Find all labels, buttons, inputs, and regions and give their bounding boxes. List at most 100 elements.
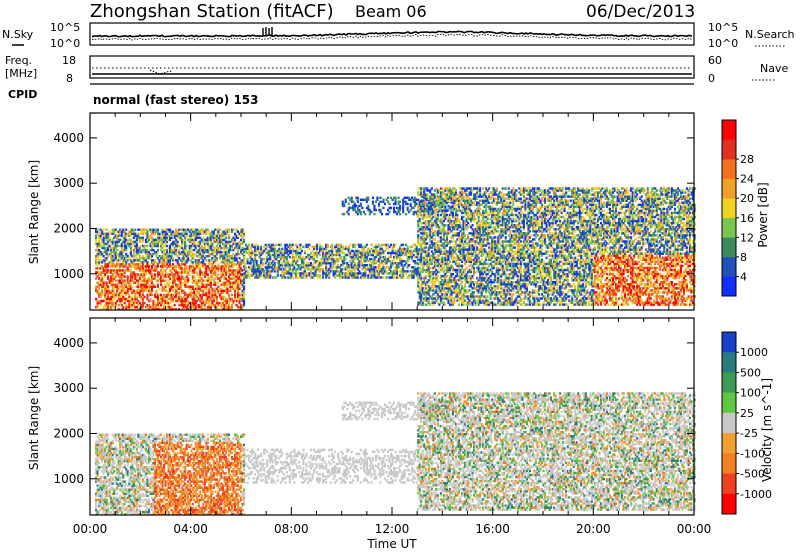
heatmap-cell (406, 245, 409, 249)
heatmap-cell (164, 252, 167, 256)
heatmap-cell (160, 261, 163, 264)
heatmap-cell (331, 249, 334, 253)
heatmap-cell (287, 260, 290, 263)
heatmap-cell (243, 255, 246, 259)
heatmap-cell (113, 275, 116, 278)
heatmap-cell (147, 269, 151, 272)
heatmap-cell (140, 269, 143, 272)
heatmap-cell (113, 244, 116, 248)
heatmap-cell (169, 287, 172, 291)
heatmap-cell (457, 299, 461, 302)
heatmap-cell (123, 281, 126, 284)
heatmap-cell (96, 267, 99, 270)
heatmap-cell (150, 293, 154, 297)
heatmap-cell (441, 293, 444, 296)
heatmap-cell (163, 293, 166, 297)
heatmap-cell (138, 259, 141, 262)
heatmap-cell (150, 252, 154, 256)
heatmap-cell (417, 283, 420, 286)
heatmap-cell (99, 250, 102, 254)
heatmap-cell (137, 273, 140, 276)
heatmap-cell (141, 305, 144, 309)
heatmap-cell (430, 197, 433, 200)
heatmap-cell (153, 293, 157, 297)
heatmap-cell (117, 279, 120, 282)
heatmap-cell (110, 301, 113, 305)
heatmap-cell (412, 212, 415, 216)
heatmap-cell (119, 230, 122, 233)
heatmap-cell (166, 236, 169, 240)
heatmap-cell (144, 257, 148, 260)
heatmap-cell (135, 248, 138, 252)
heatmap-cell (170, 242, 173, 246)
heatmap-cell (173, 246, 176, 250)
heatmap-cell (430, 250, 433, 253)
heatmap-cell (113, 250, 116, 254)
heatmap-cell (153, 275, 157, 278)
heatmap-cell (167, 238, 170, 242)
heatmap-cell (135, 252, 138, 256)
heatmap-cell (126, 277, 129, 280)
heatmap-cell (125, 308, 128, 311)
heatmap-cell (350, 196, 353, 200)
heatmap-cell (144, 283, 148, 286)
heatmap-cell (444, 303, 447, 306)
heatmap-cell (229, 269, 232, 272)
heatmap-cell (450, 264, 453, 268)
heatmap-cell (131, 240, 134, 244)
heatmap-cell (113, 287, 116, 291)
heatmap-cell (160, 246, 163, 250)
heatmap-cell (439, 213, 442, 217)
heatmap-cell (166, 299, 169, 303)
heatmap-cell (131, 297, 134, 301)
heatmap-cell (150, 273, 154, 276)
heatmap-cell (135, 289, 138, 293)
heatmap-cell (105, 299, 108, 303)
heatmap-cell (122, 230, 125, 233)
heatmap-cell (172, 285, 175, 288)
heatmap-cell (172, 242, 175, 246)
heatmap-cell (193, 275, 196, 278)
heatmap-cell (125, 248, 128, 252)
heatmap-cell (99, 252, 102, 256)
heatmap-cell (104, 267, 107, 270)
heatmap-cell (132, 230, 135, 233)
heatmap-cell (98, 240, 101, 244)
heatmap-cell (155, 303, 158, 307)
heatmap-cell (332, 257, 335, 261)
heatmap-cell (387, 196, 390, 200)
heatmap-cell (150, 275, 154, 278)
heatmap-cell (163, 265, 166, 268)
heatmap-cell (155, 267, 158, 270)
heatmap-cell (137, 236, 140, 240)
heatmap-cell (379, 208, 382, 212)
heatmap-cell (107, 271, 110, 274)
heatmap-cell (156, 236, 160, 240)
heatmap-cell (149, 230, 152, 233)
heatmap-cell (169, 248, 172, 252)
heatmap-cell (418, 217, 421, 221)
heatmap-cell (166, 295, 169, 299)
heatmap-cell (411, 255, 414, 259)
heatmap-cell (164, 299, 167, 303)
heatmap-cell (169, 236, 172, 240)
heatmap-cell (178, 248, 181, 252)
heatmap-cell (143, 250, 146, 254)
heatmap-cell (99, 279, 102, 282)
heatmap-cell (114, 293, 117, 297)
heatmap-cell (119, 279, 122, 282)
heatmap-cell (116, 244, 119, 248)
heatmap-cell (347, 208, 350, 212)
heatmap-cell (95, 271, 98, 274)
heatmap-cell (155, 265, 158, 268)
heatmap-cell (98, 267, 101, 270)
heatmap-cell (170, 271, 173, 274)
heatmap-cell (128, 285, 131, 288)
heatmap-cell (153, 295, 157, 299)
heatmap-cell (269, 272, 272, 275)
heatmap-cell (155, 255, 158, 258)
heatmap-cell (417, 224, 420, 227)
heatmap-cell (160, 242, 163, 246)
heatmap-cell (107, 275, 110, 278)
heatmap-cell (150, 279, 154, 282)
